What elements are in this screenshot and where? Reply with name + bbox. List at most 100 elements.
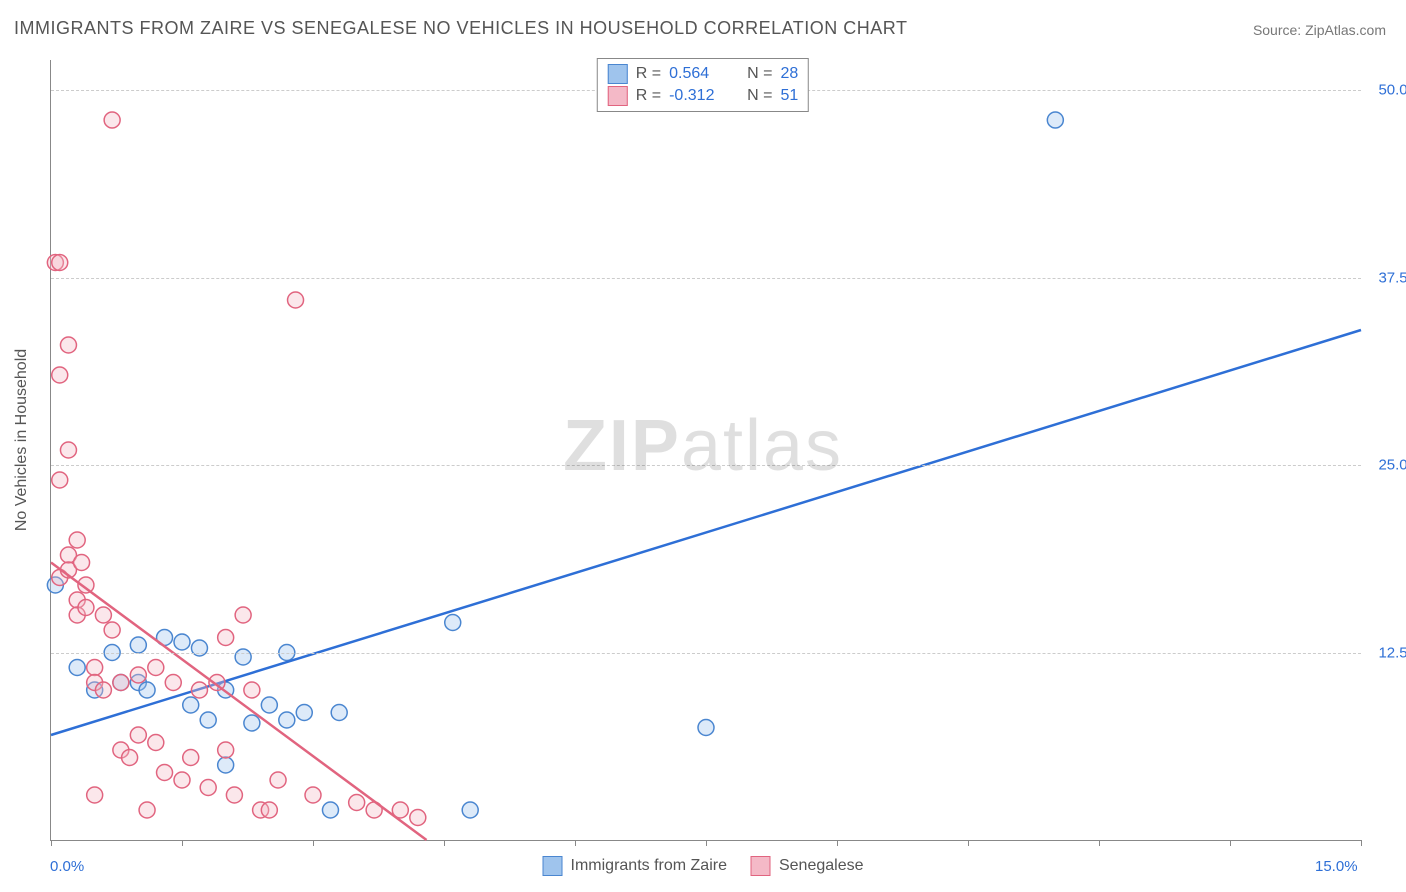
x-tick (968, 840, 969, 846)
legend-n-value: 51 (780, 85, 798, 107)
legend-n-value: 28 (780, 63, 798, 85)
scatter-point (60, 337, 76, 353)
scatter-point (148, 660, 164, 676)
scatter-point (218, 757, 234, 773)
legend-swatch (751, 856, 771, 876)
scatter-point (305, 787, 321, 803)
scatter-point (218, 630, 234, 646)
scatter-point (1047, 112, 1063, 128)
scatter-point (87, 660, 103, 676)
x-tick (1361, 840, 1362, 846)
y-tick-label: 50.0% (1366, 82, 1406, 99)
scatter-point (183, 750, 199, 766)
chart-source: Source: ZipAtlas.com (1253, 22, 1386, 38)
scatter-point (69, 660, 85, 676)
x-tick (837, 840, 838, 846)
scatter-point (191, 640, 207, 656)
series-name: Immigrants from Zaire (571, 857, 727, 875)
source-label: Source: (1253, 22, 1305, 38)
scatter-point (261, 802, 277, 818)
scatter-point (191, 682, 207, 698)
scatter-point (130, 667, 146, 683)
scatter-point (157, 765, 173, 781)
scatter-point (69, 532, 85, 548)
scatter-point (113, 675, 129, 691)
scatter-point (87, 787, 103, 803)
scatter-point (183, 697, 199, 713)
scatter-point (174, 772, 190, 788)
scatter-point (279, 712, 295, 728)
scatter-point (261, 697, 277, 713)
x-tick (313, 840, 314, 846)
legend-swatch (543, 856, 563, 876)
series-name: Senegalese (779, 857, 864, 875)
trend-line (51, 330, 1361, 735)
x-min-label: 0.0% (50, 858, 84, 875)
scatter-point (52, 472, 68, 488)
grid-line (51, 465, 1361, 466)
scatter-point (200, 780, 216, 796)
x-tick (182, 840, 183, 846)
scatter-point (270, 772, 286, 788)
y-tick-label: 25.0% (1366, 457, 1406, 474)
scatter-point (200, 712, 216, 728)
grid-line (51, 278, 1361, 279)
y-axis-label: No Vehicles in Household (13, 349, 31, 531)
scatter-point (130, 637, 146, 653)
x-tick (444, 840, 445, 846)
chart-container: IMMIGRANTS FROM ZAIRE VS SENEGALESE NO V… (0, 0, 1406, 892)
scatter-point (95, 607, 111, 623)
legend-n-label: N = (747, 85, 772, 107)
legend-r-value: 0.564 (669, 63, 729, 85)
scatter-point (322, 802, 338, 818)
scatter-point (174, 634, 190, 650)
scatter-point (331, 705, 347, 721)
x-tick (51, 840, 52, 846)
scatter-point (235, 607, 251, 623)
scatter-point (130, 727, 146, 743)
legend-row: R = -0.312 N = 51 (608, 85, 798, 107)
legend-swatch (608, 86, 628, 106)
correlation-legend: R = 0.564 N = 28 R = -0.312 N = 51 (597, 58, 809, 112)
scatter-point (122, 750, 138, 766)
source-name: ZipAtlas.com (1305, 22, 1386, 38)
scatter-point (165, 675, 181, 691)
scatter-point (60, 442, 76, 458)
legend-n-label: N = (747, 63, 772, 85)
scatter-point (52, 367, 68, 383)
scatter-point (148, 735, 164, 751)
scatter-point (349, 795, 365, 811)
legend-row: R = 0.564 N = 28 (608, 63, 798, 85)
scatter-point (226, 787, 242, 803)
x-max-label: 15.0% (1315, 858, 1358, 875)
scatter-point (410, 810, 426, 826)
scatter-point (244, 715, 260, 731)
series-legend-item: Senegalese (751, 856, 864, 876)
scatter-point (296, 705, 312, 721)
y-tick-label: 37.5% (1366, 269, 1406, 286)
scatter-point (52, 255, 68, 271)
scatter-point (139, 802, 155, 818)
scatter-point (445, 615, 461, 631)
x-tick (706, 840, 707, 846)
x-tick (575, 840, 576, 846)
series-legend: Immigrants from Zaire Senegalese (543, 856, 864, 876)
series-legend-item: Immigrants from Zaire (543, 856, 727, 876)
legend-r-value: -0.312 (669, 85, 729, 107)
chart-title: IMMIGRANTS FROM ZAIRE VS SENEGALESE NO V… (14, 18, 907, 39)
scatter-point (139, 682, 155, 698)
scatter-point (78, 600, 94, 616)
legend-swatch (608, 64, 628, 84)
scatter-point (698, 720, 714, 736)
scatter-point (218, 742, 234, 758)
scatter-point (235, 649, 251, 665)
legend-r-label: R = (636, 85, 661, 107)
scatter-point (74, 555, 90, 571)
plot-area: 12.5%25.0%37.5%50.0% (50, 60, 1361, 841)
scatter-point (104, 112, 120, 128)
scatter-point (462, 802, 478, 818)
legend-r-label: R = (636, 63, 661, 85)
x-tick (1099, 840, 1100, 846)
grid-line (51, 653, 1361, 654)
scatter-point (288, 292, 304, 308)
